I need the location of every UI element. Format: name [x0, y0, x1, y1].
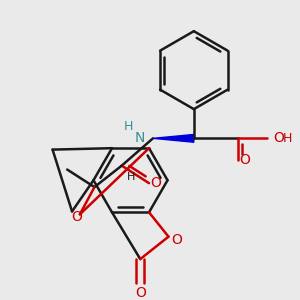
Text: O: O: [150, 176, 161, 190]
Text: H: H: [124, 120, 134, 133]
Text: N: N: [135, 131, 145, 146]
Text: H: H: [127, 172, 136, 182]
Text: O: O: [135, 286, 146, 300]
Polygon shape: [153, 134, 194, 142]
Text: O: O: [71, 210, 82, 224]
Text: O: O: [171, 232, 182, 247]
Text: H: H: [283, 132, 292, 145]
Text: O: O: [273, 131, 283, 146]
Text: O: O: [239, 153, 250, 167]
